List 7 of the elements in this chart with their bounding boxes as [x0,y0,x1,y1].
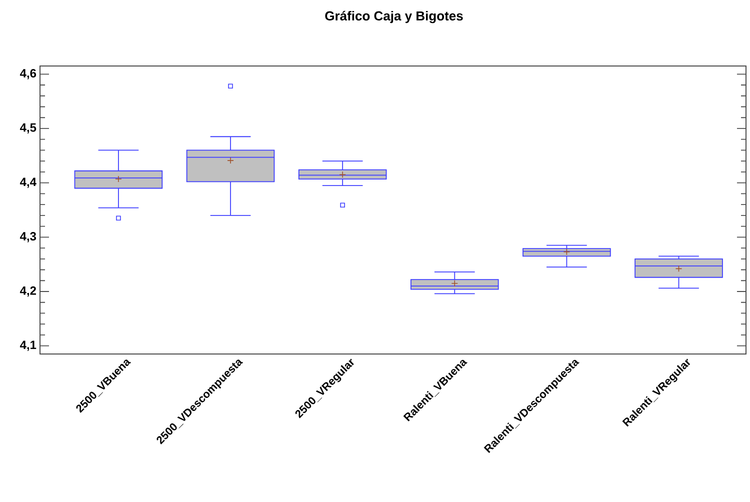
y-tick-label: 4,6 [20,69,36,80]
y-tick-label: 4,2 [20,286,36,297]
y-tick-label: 4,1 [20,340,36,351]
y-tick-label: 4,4 [20,178,36,188]
y-tick-label: 4,3 [20,232,36,242]
chart-title: Gráfico Caja y Bigotes [325,10,463,24]
y-tick-label: 4,5 [20,123,36,134]
